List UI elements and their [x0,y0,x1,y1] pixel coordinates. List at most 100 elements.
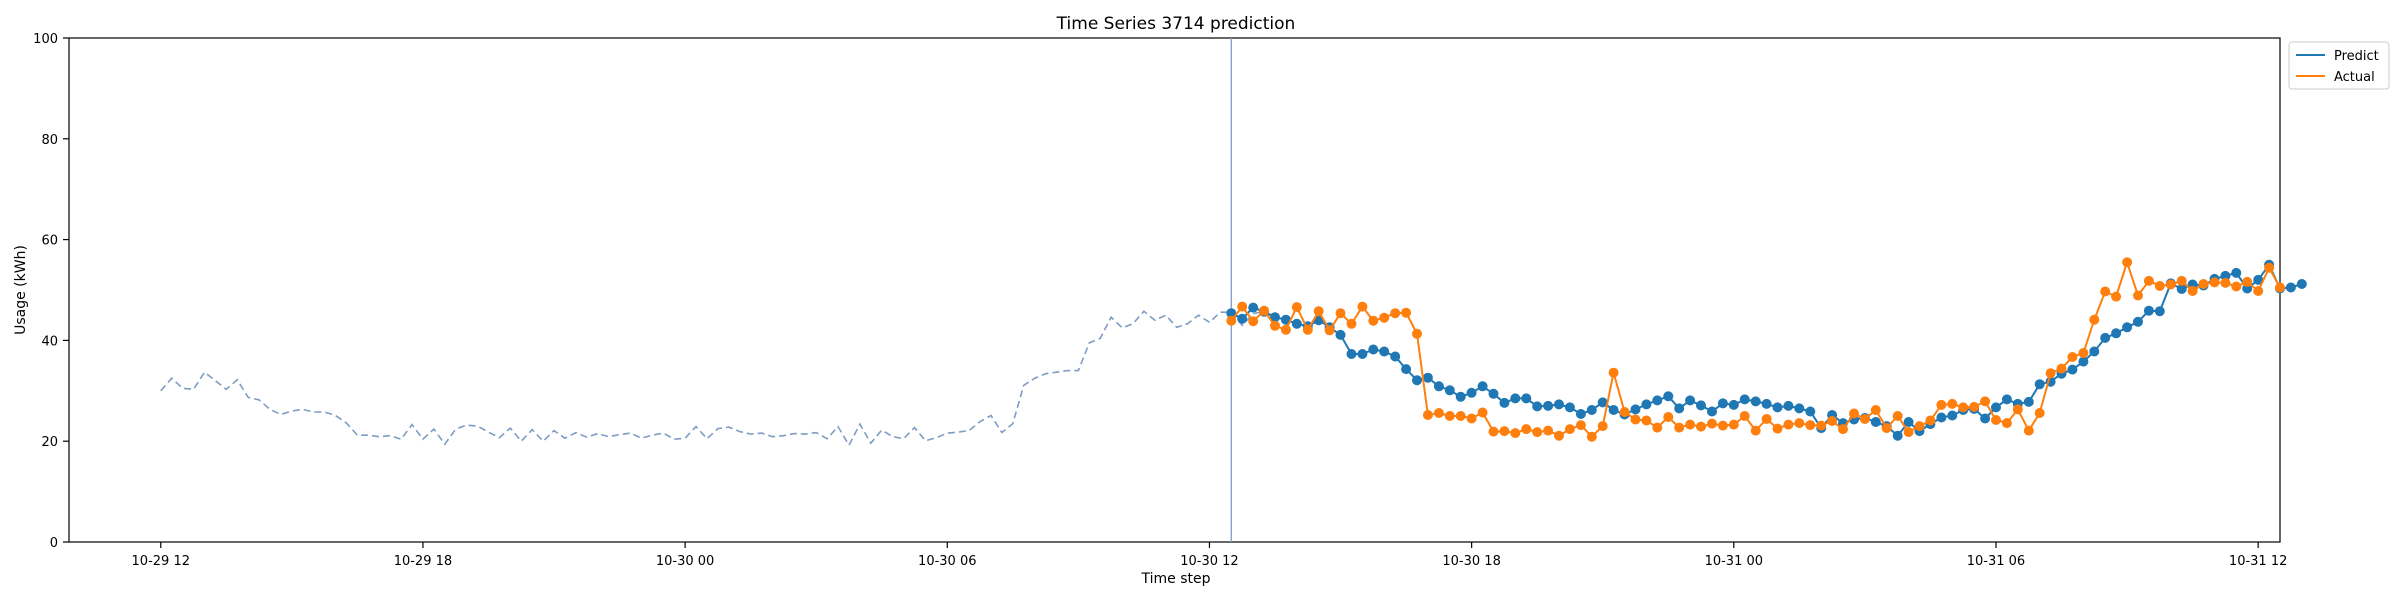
actual-point [1564,424,1575,435]
y-tick-label: 60 [41,234,58,249]
y-axis: 0 20 40 60 80 100 [33,32,69,551]
predict-point [1412,375,1422,386]
predict-point [2111,328,2122,339]
predict-point [2220,270,2231,281]
predict-point [1805,406,1816,417]
actual-point [1226,315,1237,326]
predict-point [1390,351,1401,362]
x-tick-label: 10-30 06 [918,554,976,569]
actual-point [1597,421,1608,432]
predict-point [1510,393,1521,404]
predict-point [2231,267,2242,278]
actual-point [1608,367,1619,378]
predict-point [1980,413,1991,424]
actual-point [2231,281,2242,292]
actual-point [1739,411,1750,421]
legend-actual-label: Actual [2334,70,2375,85]
predict-point [1237,313,1248,324]
actual-point [1794,418,1805,429]
actual-point [2100,286,2111,297]
actual-point [1838,424,1848,435]
predict-point [1750,396,1761,407]
actual-point [1914,421,1925,432]
actual-point [1390,308,1401,319]
actual-point [1379,312,1390,323]
actual-point [1717,420,1728,431]
predict-point [1477,381,1488,392]
predict-point [1543,400,1554,411]
actual-point [1335,308,1346,319]
actual-point [1586,431,1597,442]
actual-point [2154,281,2165,291]
actual-point [1674,422,1685,433]
predict-point [2067,364,2078,375]
history-series-line [160,310,1276,447]
predict-point [1564,402,1575,413]
actual-point [1412,328,1422,339]
predict-point [2285,282,2296,293]
predict-point [1663,391,1674,402]
actual-point [2198,279,2209,289]
actual-point [1477,407,1488,418]
actual-point [2143,275,2154,286]
predict-point [1870,417,1881,427]
actual-point [1827,416,1838,426]
predict-point [2296,279,2307,289]
predict-point [1488,388,1499,399]
actual-point [2056,363,2067,374]
actual-point [1859,414,1870,424]
predict-point [1466,387,1477,398]
actual-point [1958,402,1969,413]
predict-point [2133,316,2143,327]
x-tick-label: 10-30 18 [1442,554,1500,569]
actual-point [1237,301,1248,312]
actual-point [1575,420,1586,431]
actual-point [1499,426,1510,437]
predict-point [1674,403,1685,414]
y-tick-label: 80 [41,133,58,148]
actual-point [2067,352,2078,362]
actual-point [1259,305,1270,316]
actual-point [1280,324,1291,335]
actual-point [2165,279,2176,290]
actual-point [2176,275,2187,286]
predict-point [1739,394,1750,405]
actual-point [1324,325,1335,336]
predict-point [1554,399,1564,410]
actual-point [1816,420,1827,431]
actual-point [1401,307,1412,318]
predict-point [1368,344,1379,355]
predict-point [1783,400,1794,411]
predict-point [2122,322,2133,333]
predict-point [1717,398,1728,409]
actual-point [2275,282,2285,293]
actual-point [1313,306,1324,317]
actual-point [1892,411,1903,421]
x-tick-label: 10-30 12 [1180,554,1238,569]
actual-point [2220,277,2231,288]
actual-point [2242,276,2253,287]
predict-point [1401,364,1412,375]
actual-point [1291,302,1302,313]
predict-point [1696,400,1706,411]
actual-point [1543,425,1554,436]
actual-point [2209,277,2220,288]
predict-point [1761,398,1772,409]
actual-point [2034,408,2045,418]
actual-point [1805,420,1816,431]
predict-point [1346,349,1357,359]
actual-point [1707,418,1717,429]
actual-point [1302,324,1313,335]
plot-layer [160,38,2307,542]
actual-point [2122,257,2133,268]
predict-point [1586,405,1597,415]
legend-predict-label: Predict [2334,49,2379,64]
actual-point [1554,430,1564,441]
actual-point [1422,410,1433,420]
predict-point [2100,332,2111,343]
predict-point [1641,399,1652,410]
predict-point [1248,302,1259,313]
predict-point [2176,284,2187,294]
y-axis-label: Usage (kWh) [13,245,29,335]
actual-point [2253,286,2264,296]
